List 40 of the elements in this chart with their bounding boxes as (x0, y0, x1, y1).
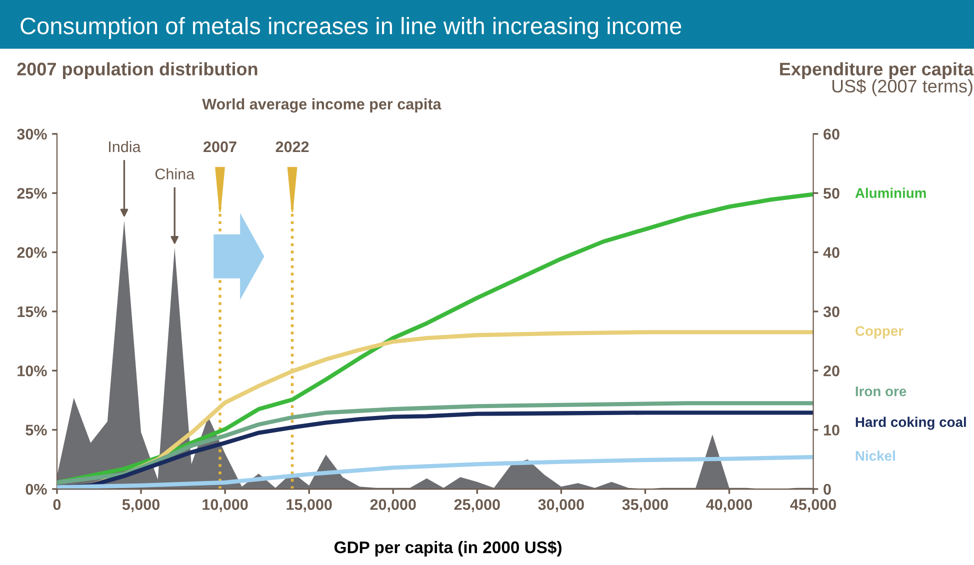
x-tick-label: 0 (53, 499, 61, 510)
y-tick-label: 30% (17, 128, 47, 140)
y2-tick-label: 60 (824, 128, 840, 140)
x-tick-label: 40,000 (706, 499, 752, 512)
y2-tick-label: 20 (824, 366, 840, 376)
y-tick-label: 20% (17, 247, 47, 258)
x-tick-label: 10,000 (202, 499, 248, 512)
y2-tick-label: 40 (823, 247, 840, 258)
line-series (56, 401, 814, 485)
y-tick-label: 10% (18, 366, 47, 376)
y-tick-label: 0% (26, 484, 47, 495)
x-tick-label: 5,000 (122, 499, 160, 512)
y2-tick-label: 0 (824, 484, 831, 495)
text: World average income per capita (202, 98, 442, 113)
text: Nickel (856, 450, 895, 461)
text: Aluminium (855, 188, 926, 198)
y2-axis-title: Expenditure per capita (780, 62, 974, 80)
x-tick-label: 45,000 (790, 499, 836, 512)
x-tick-label: 30,000 (538, 499, 584, 512)
y-tick-label: 15% (18, 306, 47, 318)
y2-tick-label: 50 (823, 188, 840, 199)
x-tick-label: 15,000 (286, 499, 332, 512)
text: Copper (856, 326, 904, 339)
y2-tick-label: 30 (823, 306, 840, 318)
y-tick-label: 25% (17, 188, 47, 199)
y-tick-label: 5% (26, 424, 47, 436)
text: Hard coking coal (856, 416, 966, 430)
text: Iron ore (856, 386, 906, 396)
annotation: India (109, 140, 141, 152)
x-tick-label: 35,000 (622, 499, 668, 512)
text: US$ (2007 terms) (832, 79, 972, 96)
x-tick-label: 20,000 (370, 499, 416, 512)
y2-tick-label: 10 (824, 424, 840, 436)
x-tick-label: 25,000 (454, 499, 500, 512)
annotation: China (155, 168, 195, 180)
annotation: 2007 (204, 141, 236, 152)
chart-title: Consumption of metals increases in line with increasing income (20, 16, 682, 40)
y-axis-title: 2007 population distribution (17, 62, 258, 80)
annotation: 2022 (276, 141, 309, 152)
x-axis-title: GDP per capita (in 2000 US$) (334, 540, 562, 557)
